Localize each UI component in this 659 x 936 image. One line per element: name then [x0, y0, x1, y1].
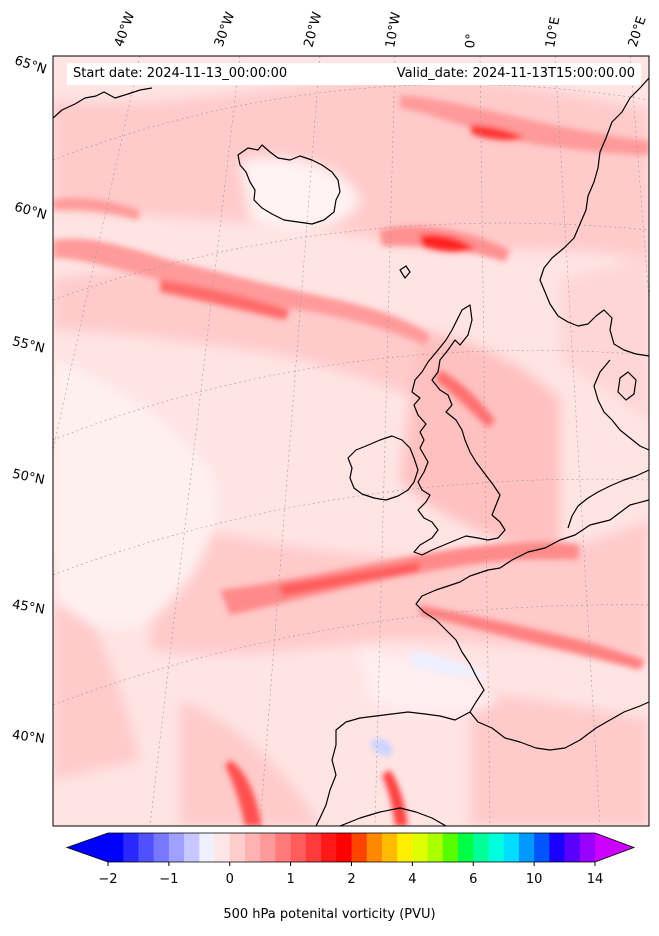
- colorbar-bin: [244, 833, 261, 862]
- colorbar-bin: [534, 833, 550, 862]
- colorbar-bin: [366, 833, 383, 862]
- colorbar-tick-label: 10: [525, 872, 543, 887]
- colorbar-tick-label: 4: [408, 872, 417, 887]
- colorbar-bin: [518, 833, 535, 862]
- colorbar-bin: [260, 833, 276, 862]
- colorbar-tick-label: 2: [347, 872, 356, 887]
- colorbar-bin: [123, 833, 139, 862]
- colorbar-bin: [275, 833, 292, 862]
- colorbar-bin: [199, 833, 216, 862]
- colorbar-bin: [321, 833, 337, 862]
- colorbar-bin: [214, 833, 231, 862]
- colorbar-bin: [168, 833, 185, 862]
- colorbar-tick-label: 0: [225, 872, 234, 887]
- colorbar-tick-label: 6: [469, 872, 478, 887]
- pv-map: [52, 55, 650, 827]
- colorbar-bin: [229, 833, 246, 862]
- colorbar-bin: [564, 833, 581, 862]
- colorbar-bin: [412, 833, 429, 862]
- colorbar-label: 500 hPa potenital vorticity (PVU): [223, 907, 436, 922]
- colorbar-bin: [290, 833, 307, 862]
- colorbar-bin: [427, 833, 444, 862]
- colorbar-max-extend: [595, 833, 634, 862]
- pv-shading: [53, 56, 649, 826]
- colorbar-bin: [108, 833, 124, 862]
- coastlines: [53, 77, 649, 826]
- colorbar-bin: [503, 833, 520, 862]
- colorbar-bin: [488, 833, 505, 862]
- colorbar-tick-label: −1: [159, 872, 179, 887]
- colorbar-tick-label: 1: [286, 872, 295, 887]
- valid-date-label: Valid_date: 2024-11-13T15:00:00.00: [357, 63, 641, 85]
- lon-label-0: 0°: [463, 32, 480, 49]
- colorbar-bin: [138, 833, 155, 862]
- colorbar-tick-label: −2: [98, 872, 118, 887]
- colorbar-bin: [184, 833, 200, 862]
- colorbar-tick-label: 14: [586, 872, 604, 887]
- colorbar-bin: [579, 833, 596, 862]
- start-date-label: Start date: 2024-11-13_00:00:00: [67, 63, 363, 85]
- colorbar-bin: [473, 833, 489, 862]
- colorbar-min-extend: [67, 833, 108, 862]
- map-frame: [52, 55, 650, 827]
- colorbar-bin: [397, 833, 413, 862]
- colorbar-bin: [442, 833, 459, 862]
- colorbar: [65, 832, 636, 866]
- colorbar-bin: [336, 833, 352, 862]
- colorbar-bin: [305, 833, 322, 862]
- colorbar-bin: [153, 833, 170, 862]
- colorbar-bin: [549, 833, 566, 862]
- colorbar-bin: [381, 833, 398, 862]
- graticule: [53, 56, 649, 826]
- colorbar-bin: [351, 833, 368, 862]
- colorbar-bin: [458, 833, 474, 862]
